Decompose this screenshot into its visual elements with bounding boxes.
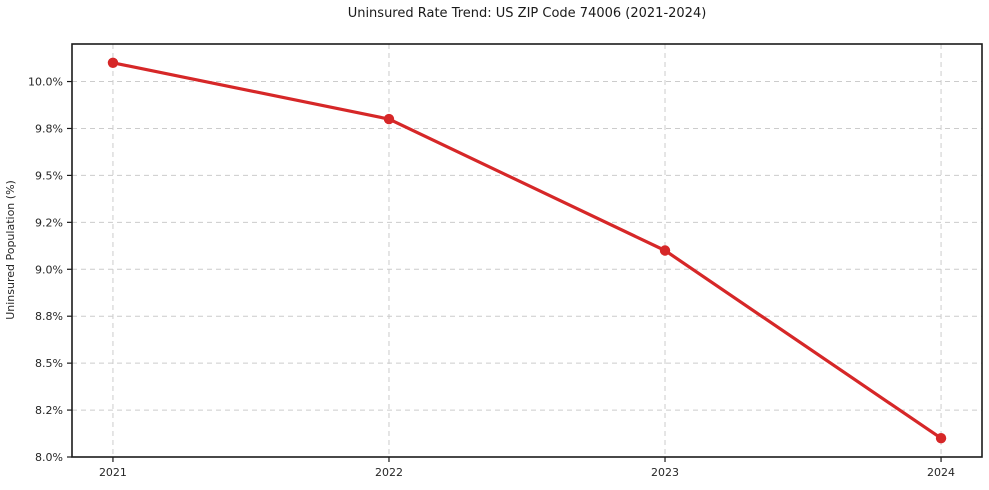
y-tick-label: 9.0% [35,263,63,276]
y-tick-label: 9.2% [35,216,63,229]
x-tick-label: 2024 [927,466,955,479]
chart-title: Uninsured Rate Trend: US ZIP Code 74006 … [347,6,707,21]
trend-line [111,61,943,440]
x-tick-label: 2022 [375,466,403,479]
y-tick-label: 10.0% [28,76,63,89]
y-tick-label: 8.0% [35,451,63,464]
grid-lines [72,44,982,458]
x-tick-label: 2021 [99,466,127,479]
x-tick-label: 2023 [651,466,679,479]
data-point-2023 [659,245,671,256]
data-point-2021 [107,57,119,68]
data-point-2024 [935,433,947,444]
y-tick-label: 8.2% [35,404,63,417]
plot-border [71,43,983,458]
y-tick-label: 9.8% [35,122,63,135]
y-tick-label: 8.5% [35,357,63,370]
data-point-2022 [383,113,395,125]
data-series [107,57,947,444]
y-tick-label: 9.5% [35,169,63,182]
y-tick-label: 8.8% [35,310,63,323]
y-axis-label: Uninsured Population (%) [4,180,17,320]
axes: 8.0% 8.2% 8.5% 8.8% 9.0% 9.2% 9.5% 9.8% 10.0% 202… [28,43,983,479]
